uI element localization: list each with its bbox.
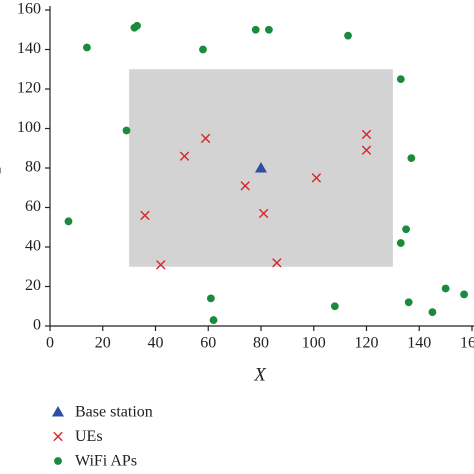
y-tick-label: 60 (25, 198, 41, 215)
point (361, 129, 372, 140)
y-tick-label: 160 (17, 1, 41, 18)
y-axis-label: Y (0, 162, 5, 175)
x-tick-label: 60 (200, 335, 216, 352)
x-tick-label: 100 (302, 335, 326, 352)
point (140, 210, 150, 221)
point (265, 25, 273, 34)
point (200, 133, 211, 144)
point (407, 154, 416, 163)
legend-label: WiFi APs (75, 453, 137, 470)
y-tick-label: 40 (25, 238, 41, 255)
point (122, 126, 131, 135)
legend-label: Base station (75, 404, 153, 421)
point (258, 208, 269, 219)
point (199, 45, 207, 54)
point (344, 31, 352, 40)
x-tick-label: 120 (355, 335, 379, 352)
point (83, 43, 91, 52)
x-tick-label: 80 (253, 335, 269, 352)
point (133, 21, 141, 30)
point (156, 260, 166, 270)
x-tick-label: 20 (95, 335, 111, 352)
legend-marker (53, 431, 63, 442)
point (272, 258, 282, 268)
point (206, 294, 215, 303)
x-tick-label: 140 (407, 335, 431, 352)
point (396, 239, 405, 247)
point (240, 181, 250, 191)
point (404, 298, 413, 307)
x-axis-label: X (253, 364, 267, 385)
y-tick-label: 0 (33, 317, 41, 334)
point (361, 145, 372, 155)
point (428, 308, 437, 317)
point (402, 225, 410, 234)
y-tick-label: 80 (25, 159, 41, 176)
point (251, 25, 260, 34)
y-tick-label: 140 (17, 40, 41, 57)
x-tick-label: 0 (46, 335, 54, 352)
point (209, 316, 218, 324)
point (460, 290, 468, 299)
point (179, 151, 190, 161)
legend-marker (52, 406, 64, 417)
y-tick-label: 120 (17, 80, 41, 97)
point (255, 162, 267, 173)
point (441, 284, 450, 293)
x-tick-label: 160 (460, 335, 474, 352)
point (64, 217, 73, 226)
y-tick-label: 100 (17, 119, 41, 136)
point (330, 302, 339, 311)
y-tick-label: 20 (25, 277, 41, 294)
legend-marker (54, 457, 62, 465)
x-tick-label: 40 (148, 335, 164, 352)
point (396, 75, 405, 84)
legend-label: UEs (75, 428, 103, 445)
point (311, 173, 322, 183)
